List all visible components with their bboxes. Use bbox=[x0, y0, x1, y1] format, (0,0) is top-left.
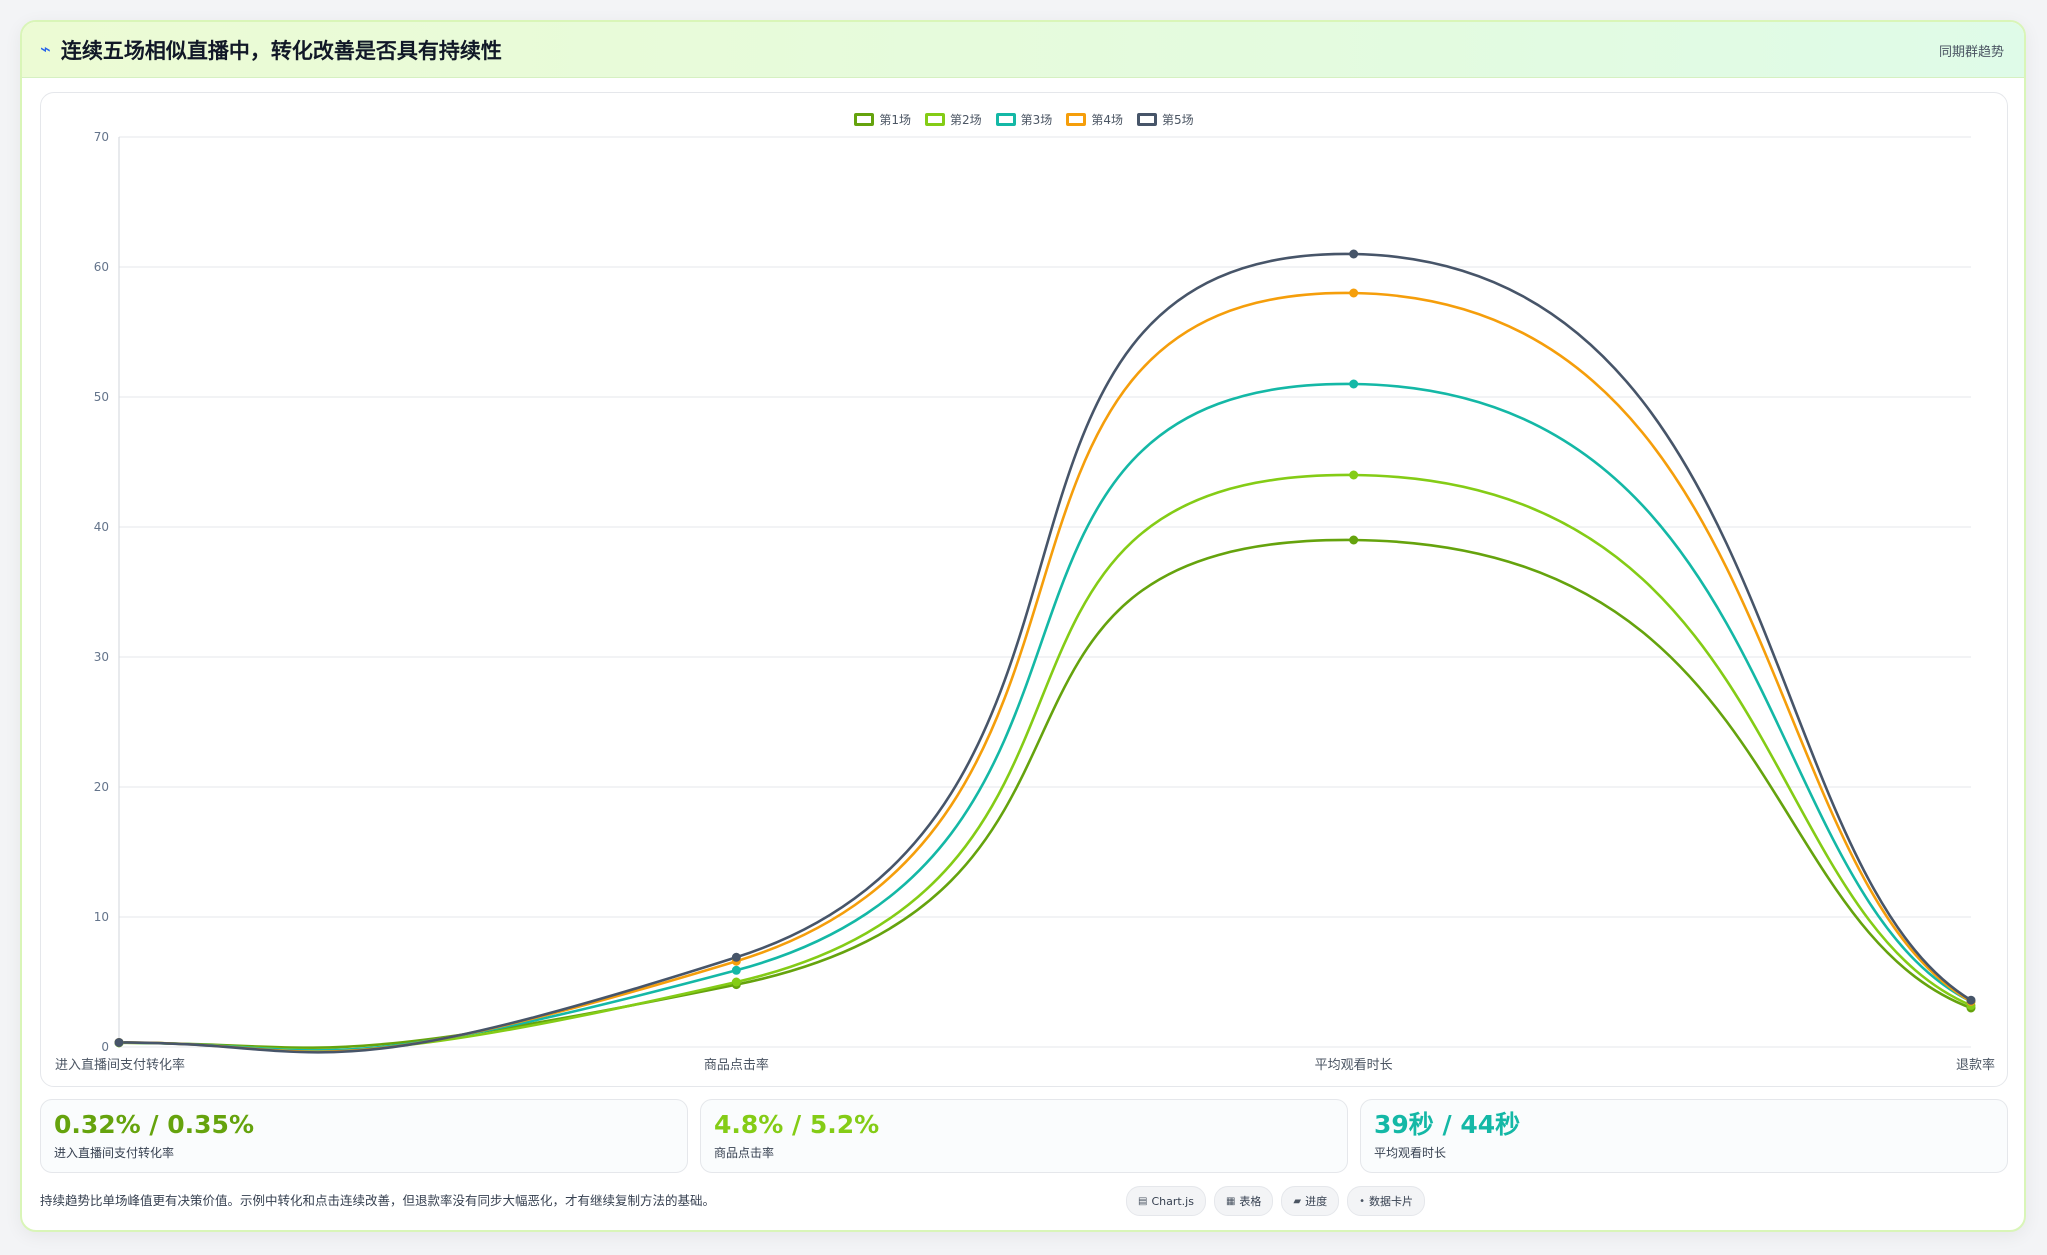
y-tick-label: 60 bbox=[94, 260, 109, 274]
y-tick-label: 50 bbox=[94, 390, 109, 404]
chip-table[interactable]: ▦ 表格 bbox=[1213, 1186, 1274, 1216]
data-point bbox=[731, 965, 741, 975]
legend-swatch bbox=[925, 113, 946, 126]
cohort-trend-label: 同期群趋势 bbox=[1938, 45, 2004, 60]
series-line-2 bbox=[118, 473, 1972, 1052]
legend-item[interactable]: 第4场 bbox=[1066, 111, 1123, 128]
progress-icon: ▰ bbox=[1293, 1195, 1302, 1207]
table-icon: ▦ bbox=[1225, 1195, 1236, 1207]
legend-item[interactable]: 第3场 bbox=[995, 111, 1053, 128]
data-card-icon: • bbox=[1359, 1195, 1366, 1207]
data-point bbox=[1349, 288, 1359, 298]
y-tick-label: 70 bbox=[94, 130, 109, 144]
legend-label: 第3场 bbox=[1020, 113, 1053, 127]
y-tick-label: 30 bbox=[94, 650, 109, 664]
chip-label: Chart.js bbox=[1151, 1194, 1194, 1208]
card-title: 连续五场相似直播中，转化改善是否具有持续性 bbox=[60, 38, 502, 63]
chip-label: 表格 bbox=[1239, 1195, 1262, 1208]
legend-swatch bbox=[1136, 113, 1157, 126]
chip-progress[interactable]: ▰ 进度 bbox=[1281, 1186, 1340, 1216]
stat-value: 0.32% / 0.35% bbox=[54, 1110, 254, 1139]
stat-value: 39秒 / 44秒 bbox=[1374, 1110, 1521, 1139]
series-line-5 bbox=[118, 252, 1972, 1054]
chart-icon: ▤ bbox=[1138, 1195, 1148, 1207]
legend-label: 第5场 bbox=[1161, 113, 1194, 127]
footer-note: 持续趋势比单场峰值更有决策价值。示例中转化和点击连续改善，但退款率没有同步大幅恶… bbox=[40, 1193, 716, 1208]
data-point bbox=[731, 952, 741, 962]
series-line-4 bbox=[118, 291, 1972, 1054]
stat-label: 进入直播间支付转化率 bbox=[54, 1146, 175, 1160]
legend-swatch bbox=[854, 113, 875, 126]
line-chart: 0 10 20 30 40 50 60 70 进入直播间支付转化率 商品点击率 平均观看时长 退款率 bbox=[55, 130, 1995, 1073]
chart-panel: 第1场 第2场 第3场 第4场 第5场 0 10 20 30 40 50 60 70 进入直播间支付转化… bbox=[40, 92, 2008, 1087]
y-tick-label: 10 bbox=[94, 910, 109, 924]
trend-line-icon: ⌁ bbox=[40, 39, 51, 60]
y-tick-label: 20 bbox=[94, 780, 109, 794]
chip-chart[interactable]: ▤ Chart.js bbox=[1126, 1186, 1206, 1216]
data-point bbox=[114, 1037, 124, 1047]
chart-legend: 第1场 第2场 第3场 第4场 第5场 bbox=[41, 111, 2007, 128]
x-tick-label: 商品点击率 bbox=[704, 1057, 769, 1073]
stat-label: 商品点击率 bbox=[714, 1146, 775, 1160]
legend-swatch bbox=[1066, 113, 1087, 126]
legend-label: 第1场 bbox=[879, 113, 912, 127]
stat-value: 4.8% / 5.2% bbox=[714, 1110, 880, 1139]
y-tick-label: 40 bbox=[94, 520, 109, 534]
legend-swatch bbox=[995, 113, 1016, 126]
series-line-1 bbox=[118, 538, 1972, 1049]
legend-item[interactable]: 第1场 bbox=[854, 111, 911, 128]
trend-card: ⌁ 连续五场相似直播中，转化改善是否具有持续性 同期群趋势 第1场 第2场 第3场第… bbox=[20, 20, 2026, 1232]
stat-card: 39秒 / 44秒平均观看时长 bbox=[1360, 1099, 2008, 1173]
data-point bbox=[1349, 535, 1359, 545]
view-chips: ▤ Chart.js ▦ 表格 ▰ 进度 • 数据卡片 bbox=[1126, 1186, 1426, 1216]
chip-label: 数据卡片 bbox=[1369, 1195, 1414, 1208]
legend-label: 第4场 bbox=[1091, 113, 1123, 127]
x-tick-label: 退款率 bbox=[1956, 1057, 1995, 1073]
data-point bbox=[1349, 249, 1359, 259]
x-tick-label: 平均观看时长 bbox=[1315, 1057, 1393, 1073]
legend-item[interactable]: 第2场 bbox=[925, 111, 982, 128]
data-point bbox=[1349, 379, 1359, 389]
data-point bbox=[1349, 470, 1359, 480]
legend-item[interactable]: 第5场 bbox=[1136, 111, 1194, 128]
stat-card: 4.8% / 5.2% 商品点击率 bbox=[700, 1099, 1348, 1173]
chip-label: 进度 bbox=[1305, 1195, 1328, 1208]
data-point bbox=[1966, 995, 1976, 1005]
data-point bbox=[731, 977, 741, 987]
y-tick-label: 0 bbox=[101, 1040, 109, 1054]
x-tick-label: 进入直播间支付转化率 bbox=[55, 1057, 185, 1073]
stat-label: 平均观看时长 bbox=[1374, 1146, 1447, 1160]
chip-data-card[interactable]: • 数据卡片 bbox=[1347, 1186, 1426, 1216]
legend-label: 第2场 bbox=[950, 113, 982, 127]
card-header: ⌁ 连续五场相似直播中，转化改善是否具有持续性 同期群趋势 bbox=[22, 22, 2024, 78]
series-line-3 bbox=[118, 382, 1972, 1052]
stat-cards: 0.32% / 0.35% 进入直播间支付转化率 4.8% / 5.2% 商品点击率 3… bbox=[40, 1099, 2008, 1173]
stat-card: 0.32% / 0.35% 进入直播间支付转化率 bbox=[40, 1099, 688, 1173]
